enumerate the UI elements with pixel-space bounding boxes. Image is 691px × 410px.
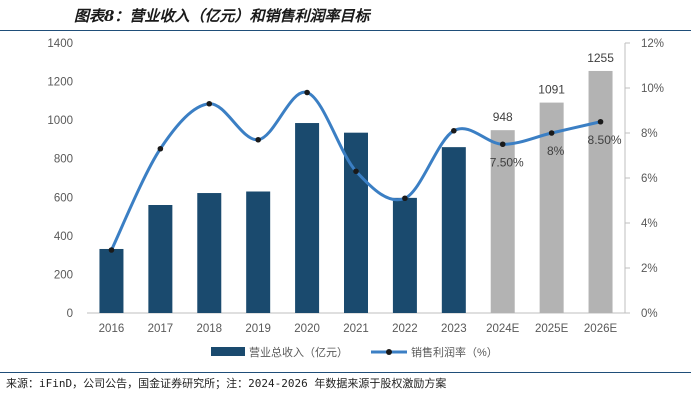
line-point bbox=[402, 195, 408, 202]
source-rule bbox=[0, 372, 691, 373]
x-tick-label: 2017 bbox=[148, 323, 174, 335]
line-point bbox=[499, 141, 506, 148]
bar bbox=[392, 197, 417, 313]
line-data-label: 7.50% bbox=[490, 155, 524, 169]
bar bbox=[490, 130, 515, 313]
y-right-tick-label: 2% bbox=[641, 263, 658, 275]
line-point bbox=[548, 130, 555, 136]
line-data-label: 8.50% bbox=[588, 133, 622, 147]
y-left-tick-label: 0 bbox=[67, 308, 73, 320]
line-point bbox=[108, 247, 115, 253]
bar bbox=[588, 70, 613, 313]
y-right-tick-label: 4% bbox=[641, 218, 658, 230]
bar-series bbox=[99, 70, 613, 314]
y-left-tick-label: 1200 bbox=[47, 77, 73, 89]
x-tick-label: 2020 bbox=[294, 323, 320, 335]
bar bbox=[148, 205, 173, 313]
line-points bbox=[108, 89, 604, 253]
y-left-tick-label: 1400 bbox=[47, 38, 73, 50]
x-tick-label: 2016 bbox=[99, 323, 125, 335]
x-tick-label: 2019 bbox=[245, 323, 271, 335]
line-data-labels: 7.50% 8% 8.50% bbox=[490, 133, 622, 170]
legend-bar-swatch bbox=[211, 347, 245, 356]
y-left-tick-label: 400 bbox=[54, 231, 73, 243]
x-tick-label: 2023 bbox=[441, 323, 467, 335]
chart-title: 图表8：营业收入（亿元）和销售利润率目标 bbox=[74, 7, 370, 25]
x-tick-labels: 2016 2017 2018 2019 2020 2021 2022 2023 2024E 202… bbox=[99, 323, 618, 335]
bar-data-label: 948 bbox=[493, 110, 513, 124]
line-point bbox=[597, 118, 604, 125]
x-tick-label: 2025E bbox=[535, 323, 569, 335]
bar bbox=[295, 123, 320, 314]
y-right-tick-label: 8% bbox=[641, 128, 658, 140]
bar bbox=[539, 102, 564, 313]
line-point bbox=[255, 136, 261, 143]
bar-data-label: 1091 bbox=[538, 83, 565, 97]
y-left-tick-label: 1000 bbox=[47, 115, 73, 127]
x-tick-label: 2026E bbox=[584, 323, 618, 335]
chart-canvas: 0 200 400 600 800 1000 1200 1400 0% 2% 4% 6% 8% 10% 1… bbox=[47, 38, 664, 359]
line-point bbox=[304, 89, 310, 96]
y-left-tick-label: 200 bbox=[54, 269, 73, 281]
line-point bbox=[353, 168, 359, 175]
x-tick-label: 2021 bbox=[343, 323, 369, 335]
x-tick-label: 2018 bbox=[196, 323, 222, 335]
line-point bbox=[451, 127, 457, 134]
legend-line-label: 销售利润率（%） bbox=[411, 345, 498, 359]
y-right-tick-label: 6% bbox=[641, 173, 658, 185]
bar bbox=[246, 191, 271, 313]
legend: 营业总收入（亿元） 销售利润率（%） bbox=[211, 345, 498, 359]
line-data-label: 8% bbox=[547, 144, 565, 158]
legend-bar-label: 营业总收入（亿元） bbox=[249, 345, 348, 359]
bar bbox=[99, 248, 124, 313]
line-point bbox=[157, 145, 164, 152]
bar bbox=[344, 132, 368, 313]
bar bbox=[197, 193, 222, 313]
y-right-tick-labels: 0% 2% 4% 6% 8% 10% 12% bbox=[625, 38, 664, 320]
source-note: 来源：iFinD，公司公告，国金证券研究所；注：2024-2026 年数据来源于… bbox=[6, 377, 447, 390]
title-rule bbox=[0, 30, 691, 31]
y-right-tick-label: 10% bbox=[641, 83, 664, 95]
x-tick-label: 2024E bbox=[486, 323, 520, 335]
y-left-tick-labels: 0 200 400 600 800 1000 1200 1400 bbox=[47, 38, 73, 320]
legend-line-marker bbox=[386, 349, 392, 355]
y-right-tick-label: 12% bbox=[641, 38, 664, 50]
y-left-tick-label: 600 bbox=[54, 192, 73, 204]
bar bbox=[441, 147, 466, 313]
x-tick-label: 2022 bbox=[392, 323, 418, 335]
y-left-tick-label: 800 bbox=[54, 154, 73, 166]
bar-data-labels: 948 1091 1255 bbox=[493, 51, 615, 124]
y-right-tick-label: 0% bbox=[641, 308, 658, 320]
line-point bbox=[206, 100, 213, 107]
bar-data-label: 1255 bbox=[587, 51, 614, 65]
